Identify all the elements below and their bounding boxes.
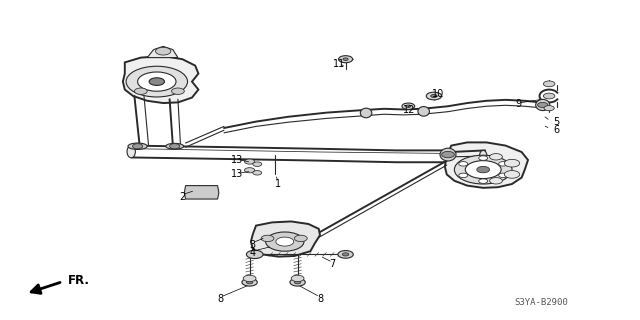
Text: 13: 13 <box>230 155 243 165</box>
Text: FR.: FR. <box>68 274 90 286</box>
Polygon shape <box>445 142 528 188</box>
Circle shape <box>543 93 555 99</box>
Text: 2: 2 <box>179 192 186 202</box>
Ellipse shape <box>440 148 456 161</box>
Polygon shape <box>123 56 198 103</box>
Circle shape <box>426 92 442 100</box>
Text: 5: 5 <box>554 116 560 127</box>
Circle shape <box>243 275 256 282</box>
Circle shape <box>242 278 257 286</box>
Circle shape <box>246 250 263 259</box>
Circle shape <box>504 159 520 167</box>
Text: 1: 1 <box>275 179 282 189</box>
Ellipse shape <box>418 107 429 116</box>
Circle shape <box>253 171 262 175</box>
Circle shape <box>290 278 305 286</box>
Ellipse shape <box>536 99 550 110</box>
Ellipse shape <box>360 108 372 118</box>
Circle shape <box>459 162 468 166</box>
Circle shape <box>343 58 348 60</box>
Circle shape <box>266 232 304 251</box>
Circle shape <box>431 94 437 98</box>
Text: 9: 9 <box>515 99 522 109</box>
Circle shape <box>490 178 502 184</box>
Circle shape <box>402 103 415 109</box>
Circle shape <box>499 162 508 166</box>
Circle shape <box>499 173 508 178</box>
Circle shape <box>244 159 255 164</box>
Circle shape <box>490 154 502 160</box>
Circle shape <box>459 173 468 178</box>
Text: 12: 12 <box>403 105 416 116</box>
Circle shape <box>543 81 555 87</box>
Polygon shape <box>251 221 320 257</box>
Text: 4: 4 <box>250 248 256 258</box>
Text: S3YA-B2900: S3YA-B2900 <box>514 298 568 307</box>
Circle shape <box>156 47 171 55</box>
Circle shape <box>504 171 520 178</box>
Circle shape <box>544 106 554 111</box>
Circle shape <box>406 105 411 108</box>
Circle shape <box>138 72 176 91</box>
Circle shape <box>342 253 349 256</box>
Circle shape <box>149 78 164 85</box>
Circle shape <box>132 144 143 149</box>
Circle shape <box>244 168 255 173</box>
Text: 8: 8 <box>317 294 323 304</box>
Circle shape <box>339 56 353 63</box>
Circle shape <box>454 155 512 184</box>
Text: 13: 13 <box>230 169 243 180</box>
Circle shape <box>294 281 301 284</box>
Circle shape <box>538 102 548 108</box>
Circle shape <box>291 275 304 282</box>
Circle shape <box>465 161 501 179</box>
Circle shape <box>442 151 454 158</box>
Circle shape <box>338 251 353 258</box>
Ellipse shape <box>127 146 136 158</box>
Circle shape <box>170 144 180 149</box>
Text: 3: 3 <box>250 240 256 250</box>
Circle shape <box>253 162 262 166</box>
Circle shape <box>479 156 488 160</box>
Polygon shape <box>147 46 178 58</box>
Circle shape <box>479 179 488 183</box>
Circle shape <box>246 281 253 284</box>
Circle shape <box>477 166 490 173</box>
Ellipse shape <box>479 150 487 163</box>
Circle shape <box>276 237 294 246</box>
Ellipse shape <box>166 143 184 149</box>
Circle shape <box>294 235 307 242</box>
Ellipse shape <box>128 143 147 149</box>
Circle shape <box>172 88 184 94</box>
Text: 7: 7 <box>330 259 336 269</box>
Polygon shape <box>184 186 219 199</box>
Circle shape <box>134 88 147 94</box>
Text: 6: 6 <box>554 124 560 135</box>
Text: 10: 10 <box>432 89 445 100</box>
Circle shape <box>261 235 274 242</box>
Circle shape <box>126 66 188 97</box>
Text: 8: 8 <box>218 294 224 304</box>
Text: 11: 11 <box>333 59 346 69</box>
